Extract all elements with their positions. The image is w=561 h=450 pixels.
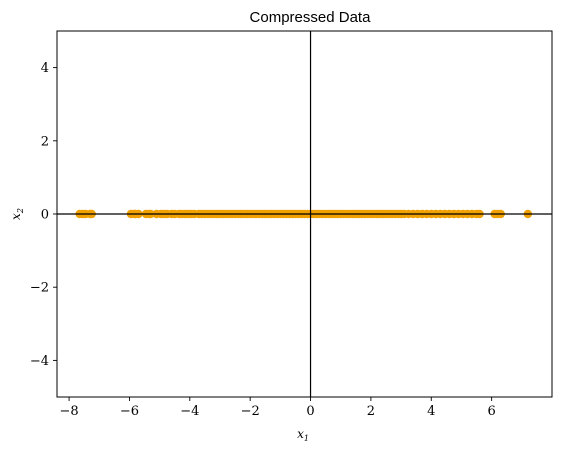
y-tick-label: 0: [41, 208, 49, 223]
x-tick-label: −4: [180, 404, 199, 419]
x-axis-label-sub: 1: [304, 434, 309, 443]
reference-lines: [57, 31, 552, 397]
y-tick-label: 4: [41, 61, 49, 76]
x-tick-label: 4: [427, 404, 435, 419]
y-axis-label: x2: [9, 208, 25, 220]
x-axis-label-main: x: [297, 427, 304, 441]
y-tick-label: −2: [30, 281, 49, 296]
x-tick-label: 6: [487, 404, 495, 419]
x-tick-label: 0: [306, 404, 314, 419]
x-tick-label: −8: [59, 404, 78, 419]
y-tick-label: 2: [41, 134, 49, 149]
y-axis-label-main: x: [9, 213, 23, 220]
x-tick-label: 2: [367, 404, 375, 419]
x-tick-label: −6: [120, 404, 139, 419]
y-axis-ticks: −4 −2 0 2 4: [30, 61, 57, 369]
y-axis-label-sub: 2: [16, 208, 25, 214]
y-tick-label: −4: [30, 354, 49, 369]
x-axis-ticks: −8 −6 −4 −2 0 2 4 6: [59, 397, 496, 419]
x-axis-label: x1: [297, 427, 309, 443]
x-tick-label: −2: [241, 404, 260, 419]
chart-title: Compressed Data: [250, 9, 372, 26]
